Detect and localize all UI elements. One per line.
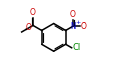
Text: O: O xyxy=(81,22,86,31)
Text: O: O xyxy=(25,23,31,32)
Text: +: + xyxy=(75,20,81,25)
Text: Cl: Cl xyxy=(72,43,81,52)
Text: O: O xyxy=(30,8,36,17)
Text: N: N xyxy=(71,22,76,31)
Text: O: O xyxy=(70,10,76,19)
Text: -: - xyxy=(82,19,85,25)
